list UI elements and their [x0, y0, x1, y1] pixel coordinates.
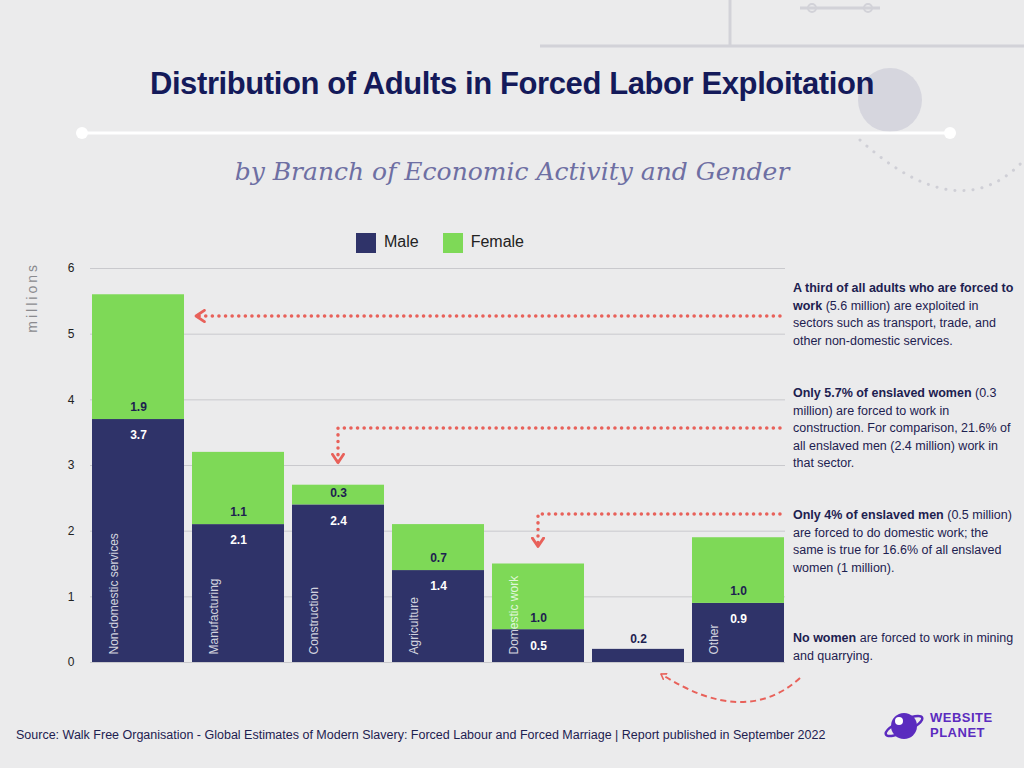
html-text:by Branch of Economic Activity: by Branch of Economic Activity and Gende… — [234, 157, 790, 186]
html-text:WEBSITE: WEBSITE — [930, 710, 993, 725]
html-text:Only 5.7% of enslaved women (0: Only 5.7% of enslaved women (0.3 million… — [793, 386, 1011, 470]
svg-text:1.9: 1.9 — [130, 400, 147, 414]
svg-text:5: 5 — [68, 327, 75, 341]
svg-text:0: 0 — [68, 655, 75, 669]
html-text:No women are forced to work in: No women are forced to work in mining an… — [793, 631, 1014, 663]
svg-text:0.5: 0.5 — [530, 639, 547, 653]
svg-text:0.9: 0.9 — [730, 612, 747, 626]
html-text:millions: millions — [24, 262, 40, 333]
svg-text:Non-domestic services: Non-domestic services — [107, 533, 121, 654]
html-text:Female: Female — [470, 233, 524, 251]
svg-text:2.1: 2.1 — [230, 533, 247, 547]
svg-text:Construction: Construction — [307, 587, 321, 654]
svg-text:3: 3 — [68, 458, 75, 472]
svg-text:2.4: 2.4 — [330, 514, 347, 528]
svg-text:0.3: 0.3 — [330, 486, 347, 500]
svg-text:Agriculture: Agriculture — [407, 597, 421, 655]
svg-text:Other: Other — [707, 624, 721, 654]
html-text:Distribution of Adults in Forc: Distribution of Adults in Forced Labor E… — [149, 66, 875, 101]
svg-text:Manufacturing: Manufacturing — [207, 578, 221, 654]
html-text:Source: Walk Free Organisation: Source: Walk Free Organisation - Global … — [16, 728, 826, 742]
html-text:Only 4% of enslaved men (0.5 m: Only 4% of enslaved men (0.5 million) ar… — [793, 508, 1012, 575]
svg-text:4: 4 — [68, 393, 75, 407]
svg-text:1: 1 — [68, 590, 75, 604]
svg-text:1.1: 1.1 — [230, 505, 247, 519]
svg-text:3.7: 3.7 — [130, 428, 147, 442]
html-text:Male: Male — [384, 233, 419, 251]
svg-text:0.7: 0.7 — [430, 551, 447, 565]
svg-text:1.4: 1.4 — [430, 579, 447, 593]
html-text:A third of all adults who are: A third of all adults who are forced to … — [793, 281, 1014, 348]
svg-text:2: 2 — [68, 524, 75, 538]
svg-text:1.0: 1.0 — [730, 584, 747, 598]
html-text:PLANET: PLANET — [930, 725, 985, 740]
svg-text:0.2: 0.2 — [630, 632, 647, 646]
svg-text:Domestic work: Domestic work — [507, 575, 521, 655]
svg-text:1.0: 1.0 — [530, 611, 547, 625]
svg-text:6: 6 — [68, 261, 75, 275]
